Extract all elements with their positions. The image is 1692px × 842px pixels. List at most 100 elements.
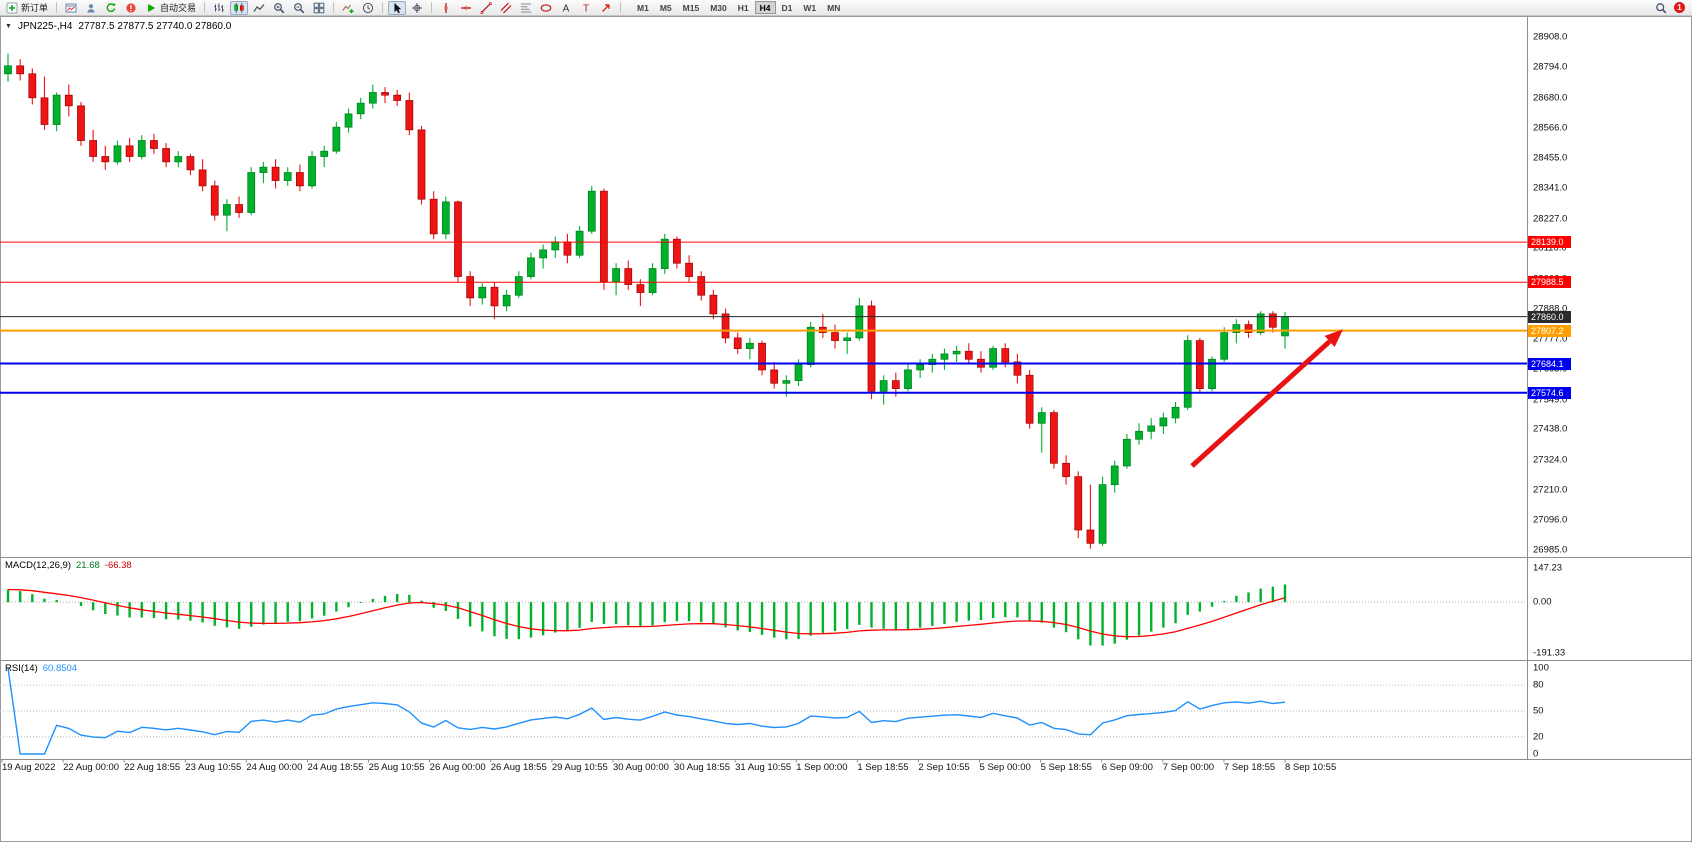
candle xyxy=(843,337,852,341)
candle xyxy=(223,204,231,216)
line-chart-button[interactable] xyxy=(250,1,268,15)
timeframe-M5[interactable]: M5 xyxy=(655,1,677,14)
candle xyxy=(782,380,791,384)
candle xyxy=(162,148,170,163)
refresh-button[interactable] xyxy=(102,1,120,15)
candle xyxy=(77,105,85,141)
new-order-icon xyxy=(6,2,18,13)
candle xyxy=(16,65,25,75)
trend-arrow[interactable] xyxy=(1190,329,1343,468)
cursor-button[interactable] xyxy=(388,0,407,15)
timeframe-M30[interactable]: M30 xyxy=(705,1,732,14)
candle xyxy=(964,350,973,360)
candle xyxy=(587,190,596,232)
ellipse-icon xyxy=(540,3,552,12)
toolbar-divider xyxy=(431,2,433,13)
candle xyxy=(1220,332,1229,360)
candle xyxy=(1268,313,1277,328)
candle xyxy=(368,92,377,104)
candle xyxy=(502,294,511,307)
candle xyxy=(186,156,195,171)
play-icon xyxy=(148,3,156,12)
timeframe-H4[interactable]: H4 xyxy=(754,1,776,14)
vertical-line-button[interactable] xyxy=(437,1,455,15)
crosshair-button[interactable] xyxy=(408,1,426,15)
text-icon: A xyxy=(563,3,570,14)
arrow-draw-icon xyxy=(602,3,610,12)
bar-chart-button[interactable] xyxy=(210,1,228,15)
tile-windows-button[interactable] xyxy=(310,1,328,15)
chart-window-icon xyxy=(65,3,77,12)
candle xyxy=(1147,425,1156,432)
candle xyxy=(1244,324,1253,333)
candle xyxy=(210,185,219,216)
clock-button[interactable] xyxy=(359,1,377,15)
candle xyxy=(174,156,183,163)
cursor-icon xyxy=(394,2,402,13)
candle xyxy=(1256,313,1265,333)
horizontal-line-icon xyxy=(461,6,472,9)
arrows-tool-button[interactable] xyxy=(597,1,615,15)
candle xyxy=(952,350,961,355)
candle xyxy=(1086,529,1095,544)
autotrading-button[interactable]: 自动交易 xyxy=(142,1,199,15)
alerts-button[interactable] xyxy=(122,1,140,15)
search-button[interactable] xyxy=(1652,1,1670,15)
candle xyxy=(381,92,389,96)
candle xyxy=(648,268,657,293)
candle xyxy=(636,284,645,293)
candle xyxy=(308,156,316,187)
candlestick-icon xyxy=(234,2,244,13)
candle xyxy=(1025,374,1034,424)
candlestick-chart-button[interactable] xyxy=(230,0,249,15)
zoom-out-button[interactable] xyxy=(290,1,308,15)
candle xyxy=(831,332,839,341)
candle xyxy=(551,241,560,251)
trendline-icon xyxy=(480,1,492,14)
candle xyxy=(478,286,487,299)
candle xyxy=(575,230,584,256)
vertical-line-icon xyxy=(444,2,448,13)
profile-button[interactable] xyxy=(82,1,100,15)
candle xyxy=(113,145,122,163)
candle xyxy=(1183,340,1192,408)
fibonacci-button[interactable] xyxy=(517,1,535,15)
candle xyxy=(1123,438,1131,467)
new-order-label: 新订单 xyxy=(21,3,49,13)
candle xyxy=(320,150,329,157)
timeframe-MN[interactable]: MN xyxy=(822,1,845,14)
candle xyxy=(1232,324,1241,333)
timeframe-D1[interactable]: D1 xyxy=(777,1,798,14)
candles xyxy=(4,53,1289,549)
candle xyxy=(1037,412,1046,424)
candle xyxy=(891,380,900,389)
timeframe-H1[interactable]: H1 xyxy=(733,1,754,14)
new-order-button[interactable]: 新订单 xyxy=(3,1,51,15)
notification-badge[interactable]: 1 xyxy=(1674,2,1685,13)
candle xyxy=(466,276,475,299)
text-tool-button[interactable]: A xyxy=(557,1,575,15)
timeframe-W1[interactable]: W1 xyxy=(798,1,821,14)
trendline-button[interactable] xyxy=(477,1,495,15)
candle xyxy=(660,238,669,269)
toolbar-divider xyxy=(620,2,622,13)
candle xyxy=(612,268,620,283)
candle xyxy=(101,156,110,163)
timeframe-M15[interactable]: M15 xyxy=(678,1,705,14)
candle xyxy=(64,94,73,107)
candle xyxy=(940,353,949,360)
indicators-button[interactable] xyxy=(339,1,357,15)
horizontal-line-button[interactable] xyxy=(457,1,475,15)
chart-window-button[interactable] xyxy=(62,1,80,15)
candle xyxy=(259,166,268,173)
channel-icon xyxy=(500,2,512,13)
label-icon: T xyxy=(583,3,589,14)
ellipse-button[interactable] xyxy=(537,1,555,15)
channel-button[interactable] xyxy=(497,1,515,15)
label-tool-button[interactable]: T xyxy=(577,1,595,15)
fibonacci-icon xyxy=(521,3,532,12)
main-toolbar: 新订单 自动交易 A T M1 M5 M15 M30 H1 H4 D1 W1 MN 1 xyxy=(0,0,1692,16)
timeframe-M1[interactable]: M1 xyxy=(632,1,654,14)
zoom-in-button[interactable] xyxy=(270,1,288,15)
